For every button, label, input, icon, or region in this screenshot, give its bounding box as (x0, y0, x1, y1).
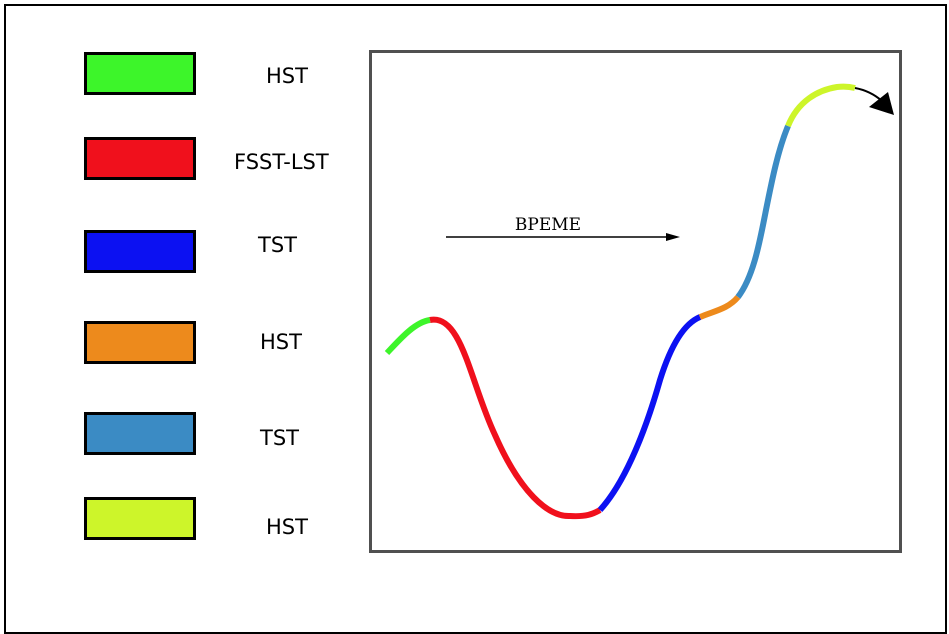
curve-segment-fsst-lst-red (429, 316, 602, 520)
time-arrow-head (666, 233, 680, 241)
legend-swatch-tst-lightblue (84, 412, 196, 455)
legend-label-hst-orange: HST (260, 330, 302, 354)
legend-swatch-hst-orange (84, 321, 196, 364)
curve-segment-tst-lightblue (735, 124, 791, 299)
legend-label-fsst-lst-red: FSST-LST (234, 150, 329, 174)
legend-swatch-hst-green (84, 52, 196, 95)
legend-label-hst-green: HST (266, 64, 308, 88)
curve-end-arrow-line (854, 87, 883, 102)
legend-label-tst-blue: TST (258, 233, 297, 257)
curve-segment-hst-yellow (785, 83, 856, 128)
curve-segment-hst-green (384, 317, 431, 356)
plot-box (369, 50, 902, 553)
curve-end-arrow-head (869, 92, 894, 115)
legend-label-hst-yellow: HST (266, 515, 308, 539)
time-arrow-label: ВРЕМЕ (515, 215, 581, 235)
legend-swatch-hst-yellow (84, 497, 196, 540)
curve-segment-tst-blue (597, 314, 702, 513)
sea-level-curve-diagram: ВРЕМЕ (384, 83, 894, 520)
legend-swatch-fsst-lst-red (84, 137, 196, 180)
curve-segment-hst-orange (698, 294, 741, 320)
legend-swatch-tst-blue (84, 230, 196, 273)
legend-label-tst-lightblue: TST (260, 426, 299, 450)
